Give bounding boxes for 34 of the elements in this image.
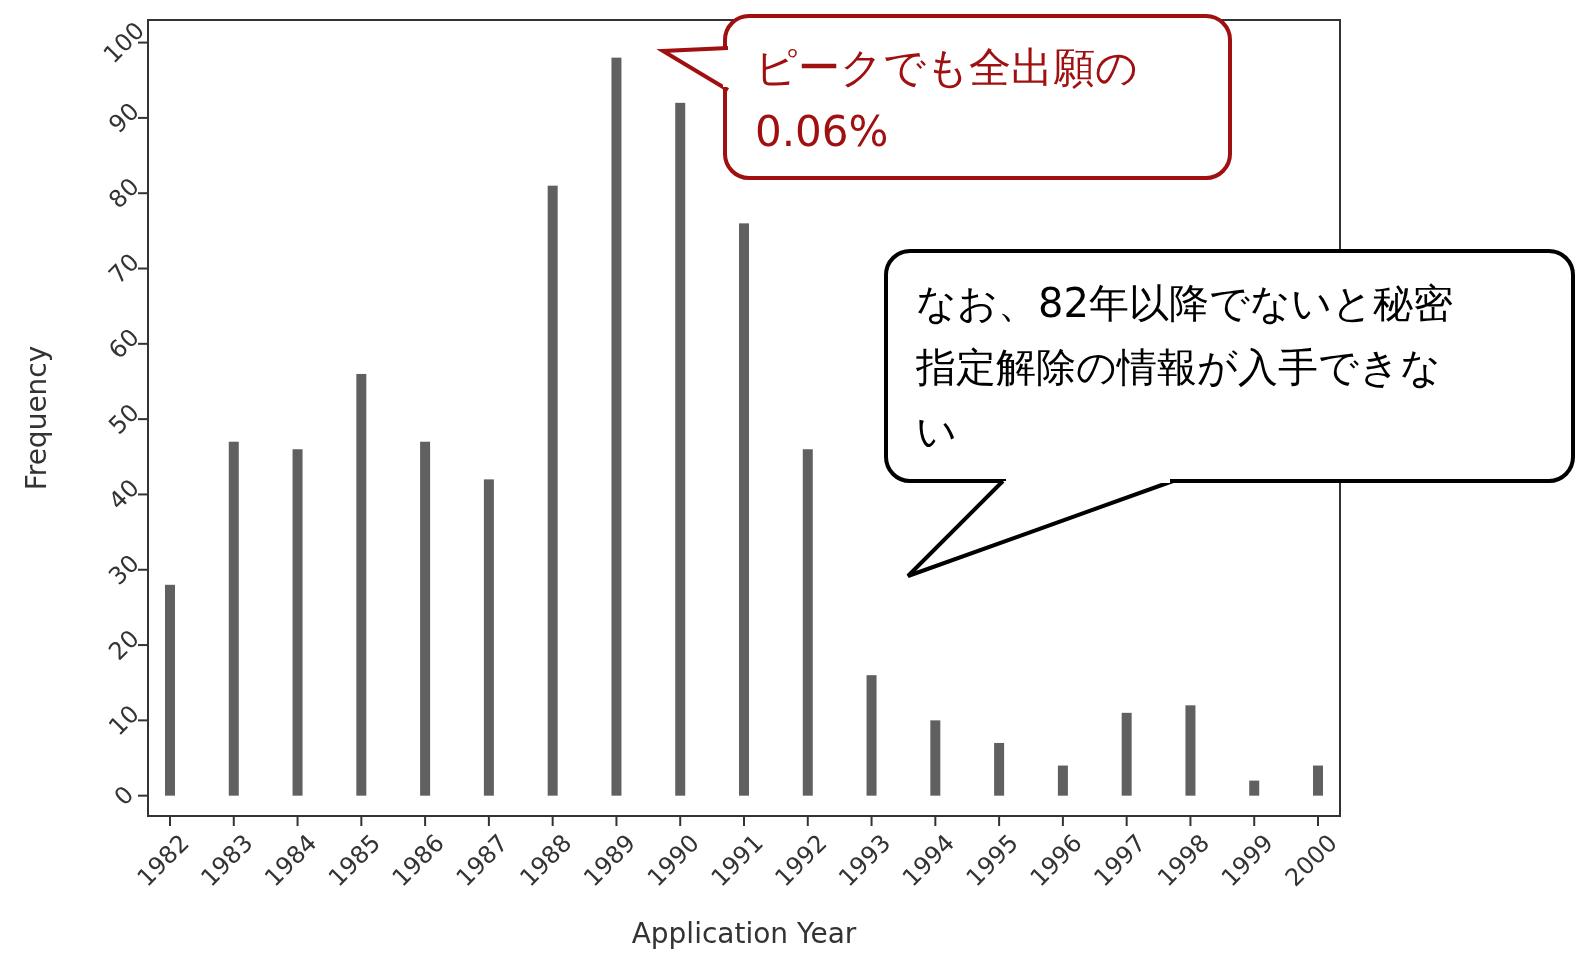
bar — [1057, 765, 1068, 796]
bar — [866, 675, 877, 796]
bar — [1185, 705, 1196, 796]
bar — [1313, 765, 1323, 796]
y-tick-label: 40 — [103, 473, 145, 516]
y-tick-label: 80 — [103, 172, 145, 214]
annotation: なお、82年以降でないと秘密指定解除の情報が入手できない — [915, 280, 1453, 454]
y-tick-label: 100 — [97, 16, 151, 69]
bar — [292, 449, 303, 796]
y-tick-label: 10 — [103, 699, 145, 742]
y-tick-label: 30 — [103, 549, 145, 591]
y-tick-label: 0 — [108, 780, 140, 811]
y-tick-label: 50 — [103, 398, 145, 440]
bar — [1121, 712, 1132, 796]
bar — [675, 102, 686, 796]
bar — [611, 57, 622, 796]
bar — [165, 584, 175, 796]
bar — [930, 720, 941, 796]
bar — [547, 185, 558, 796]
bar — [994, 742, 1005, 796]
bar — [1249, 780, 1260, 796]
y-tick-label: 60 — [103, 323, 145, 365]
y-axis-title: Frequency — [20, 345, 53, 491]
bar — [420, 441, 431, 796]
bar — [739, 223, 749, 796]
bar — [228, 441, 239, 796]
annotation: ピークでも全出願の0.06% — [755, 43, 1138, 156]
bar — [802, 449, 813, 796]
y-tick-label: 90 — [103, 97, 145, 139]
y-tick-label: 70 — [103, 247, 145, 290]
bar — [356, 373, 367, 796]
y-tick-label: 20 — [103, 624, 145, 666]
x-axis-title: Application Year — [631, 917, 857, 950]
bar — [483, 479, 494, 796]
